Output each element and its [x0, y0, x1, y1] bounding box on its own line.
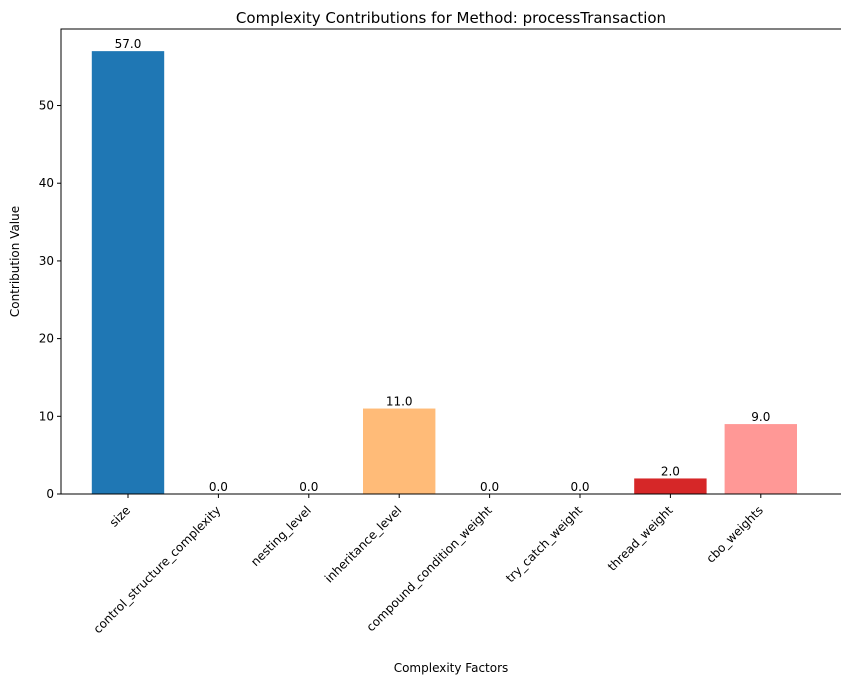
y-tick-label: 40 [39, 176, 54, 190]
data-labels-group: 57.0 0.0 0.0 11.0 0.0 0.0 2.0 9.0 [115, 37, 771, 494]
x-tick-label-inheritance-level: inheritance_level [322, 503, 404, 585]
bars-group [91, 51, 797, 494]
data-label-cbo-weights: 9.0 [751, 410, 770, 424]
y-tick-label: 0 [46, 487, 54, 501]
data-label-thread-weight: 2.0 [661, 464, 680, 478]
bar-inheritance-level [363, 408, 436, 494]
bar-cbo-weights [724, 424, 797, 494]
y-axis: 0 10 20 30 40 50 [39, 99, 61, 501]
x-tick-label-size: size [107, 503, 133, 529]
y-tick-label: 10 [39, 409, 54, 423]
data-label-inheritance-level: 11.0 [386, 395, 413, 409]
x-tick-label-cbo-weights: cbo_weights [703, 503, 765, 565]
x-tick-label-thread-weight: thread_weight [605, 503, 676, 574]
plot-frame [60, 28, 841, 495]
data-label-compound-condition-weight: 0.0 [480, 480, 499, 494]
bar-size [91, 51, 165, 494]
data-label-try-catch-weight: 0.0 [570, 480, 589, 494]
x-axis-label: Complexity Factors [394, 661, 509, 675]
y-axis-label: Contribution Value [8, 206, 22, 317]
y-tick-label: 30 [39, 254, 54, 268]
data-label-control-structure-complexity: 0.0 [209, 480, 228, 494]
data-label-nesting-level: 0.0 [299, 480, 318, 494]
x-tick-label-nesting-level: nesting_level [248, 503, 314, 569]
x-tick-label-try-catch-weight: try_catch_weight [503, 503, 585, 585]
chart-title: Complexity Contributions for Method: pro… [236, 9, 666, 27]
data-label-size: 57.0 [115, 37, 142, 51]
bar-thread-weight [634, 478, 707, 494]
y-tick-label: 50 [39, 99, 54, 113]
y-tick-label: 20 [39, 332, 54, 346]
